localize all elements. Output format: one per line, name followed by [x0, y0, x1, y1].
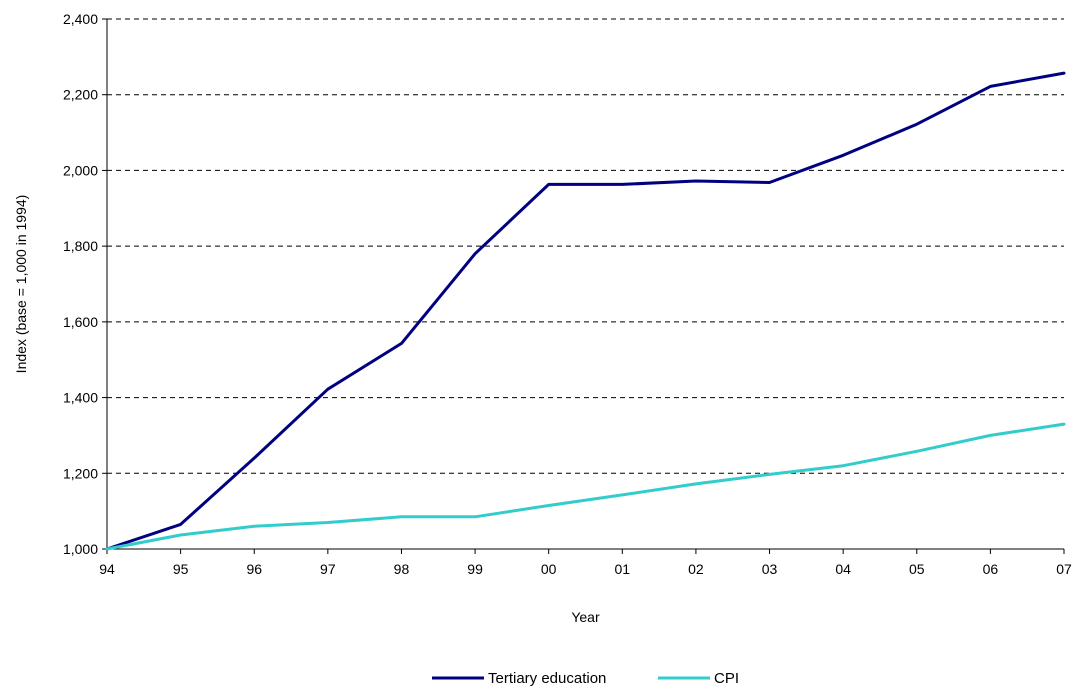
x-axis-title: Year: [571, 609, 600, 625]
y-tick-label: 1,800: [63, 238, 98, 254]
series-lines: [105, 71, 1066, 551]
x-tick-label: 98: [394, 561, 410, 577]
x-tick-label: 06: [983, 561, 999, 577]
y-tick-labels: 1,000 1,200 1,400 1,600 1,800 2,000 2,200 2,400: [63, 11, 98, 557]
x-tick-label: 99: [467, 561, 483, 577]
series-line-cpi: [105, 422, 1066, 551]
y-tick-label: 1,000: [63, 541, 98, 557]
y-tick-label: 1,400: [63, 390, 98, 406]
x-tick-label: 05: [909, 561, 925, 577]
x-tick-label: 97: [320, 561, 336, 577]
x-tick-label: 94: [99, 561, 115, 577]
y-tick-label: 1,600: [63, 314, 98, 330]
series-line-tertiary-education: [105, 71, 1066, 551]
legend-label-tertiary-education: Tertiary education: [488, 670, 606, 687]
grid-lines: [107, 18, 1064, 474]
x-tick-label: 04: [835, 561, 851, 577]
x-tick-labels: 94 95 96 97 98 99 00 01 02 03 04 05 06 07: [99, 561, 1072, 577]
x-tick-label: 96: [246, 561, 262, 577]
y-tick-label: 2,000: [63, 162, 98, 178]
x-tick-label: 95: [173, 561, 189, 577]
y-tick-label: 2,400: [63, 11, 98, 27]
y-tick-label: 2,200: [63, 87, 98, 103]
x-tick-label: 00: [541, 561, 557, 577]
y-axis-title: Index (base = 1,000 in 1994): [13, 195, 29, 374]
legend: Tertiary education CPI: [432, 670, 739, 687]
x-tick-label: 01: [615, 561, 631, 577]
x-tick-label: 03: [762, 561, 778, 577]
legend-label-cpi: CPI: [714, 670, 739, 687]
x-tick-label: 02: [688, 561, 704, 577]
y-tick-label: 1,200: [63, 465, 98, 481]
x-tick-label: 07: [1056, 561, 1072, 577]
